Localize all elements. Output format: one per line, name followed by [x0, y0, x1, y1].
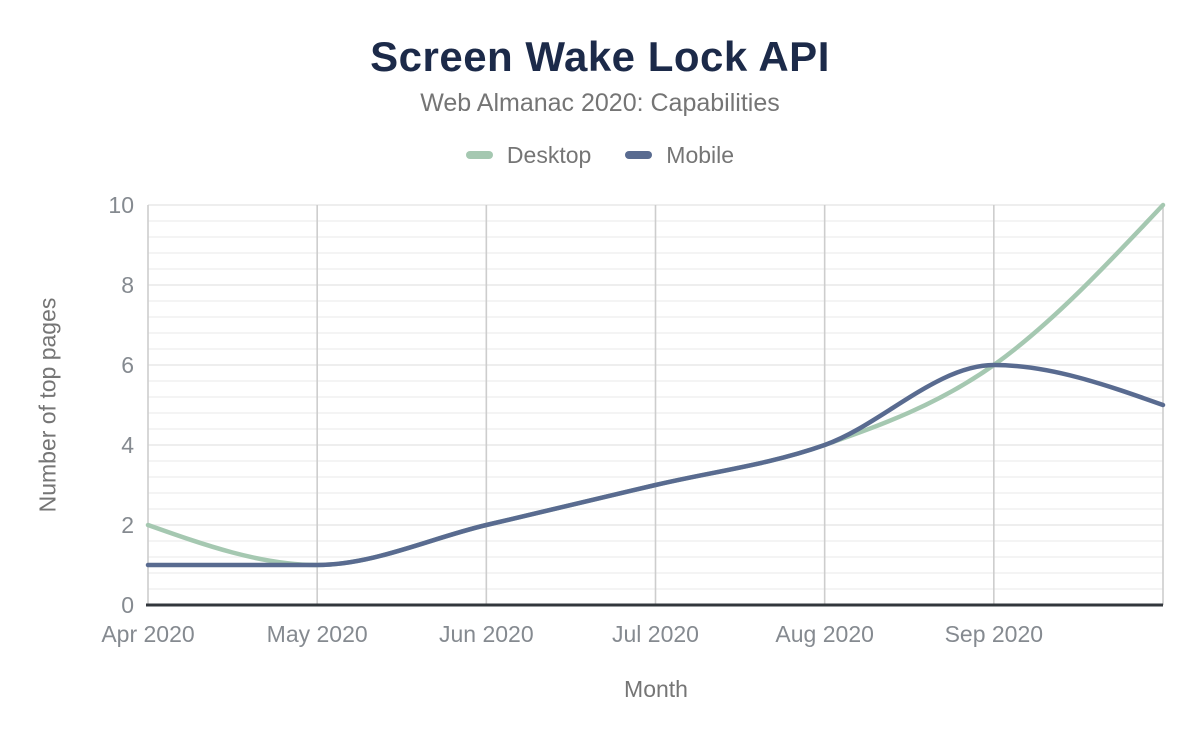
x-tick-label: Jul 2020	[612, 621, 699, 647]
chart-title: Screen Wake Lock API	[370, 33, 830, 80]
x-tick-label: Sep 2020	[945, 621, 1043, 647]
x-tick-label: May 2020	[267, 621, 368, 647]
desktop-series-swatch-icon	[465, 151, 493, 159]
legend-label-desktop: Desktop	[506, 141, 592, 168]
mobile-series-line	[145, 362, 1166, 568]
legend: Desktop Mobile	[0, 142, 1200, 168]
y-tick-label: 0	[121, 592, 134, 618]
x-axis-title: Month	[624, 676, 688, 702]
y-tick-label: 10	[108, 192, 134, 218]
y-tick-label: 2	[121, 512, 134, 538]
legend-item-mobile: Mobile	[625, 142, 734, 169]
chart-subtitle: Web Almanac 2020: Capabilities	[420, 89, 780, 117]
mobile-series-swatch-icon	[625, 151, 653, 159]
legend-label-mobile: Mobile	[666, 141, 735, 168]
x-tick-label: Jun 2020	[439, 621, 534, 647]
x-tick-label: Aug 2020	[775, 621, 873, 647]
y-tick-label: 6	[121, 352, 134, 378]
y-tick-label: 8	[121, 272, 134, 298]
y-tick-label: 4	[121, 432, 134, 458]
legend-item-desktop: Desktop	[465, 141, 592, 169]
x-tick-label: Apr 2020	[101, 621, 194, 647]
